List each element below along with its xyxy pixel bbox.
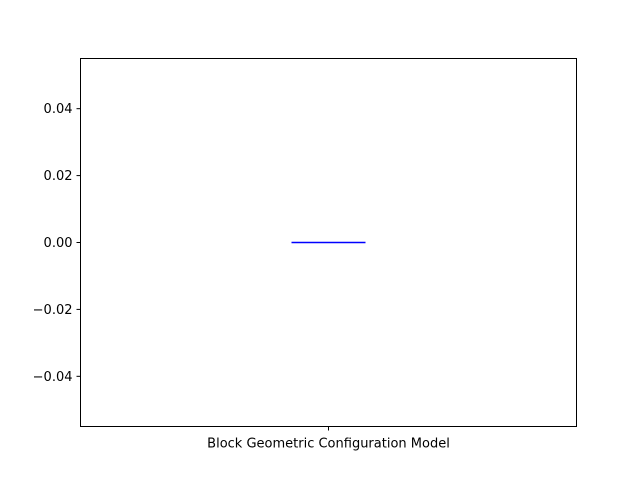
x-tick-label: Block Geometric Configuration Model (207, 437, 450, 452)
y-tick-label: 0.02 (44, 169, 73, 184)
y-tick-label: 0.04 (44, 102, 73, 117)
y-axis: 0.04 0.02 0.00 −0.02 −0.04 (33, 102, 81, 385)
y-tick-label: 0.00 (44, 236, 73, 251)
x-axis: Block Geometric Configuration Model (207, 426, 450, 452)
y-tick-label: −0.02 (33, 303, 73, 318)
y-tick-label: −0.04 (33, 370, 73, 385)
